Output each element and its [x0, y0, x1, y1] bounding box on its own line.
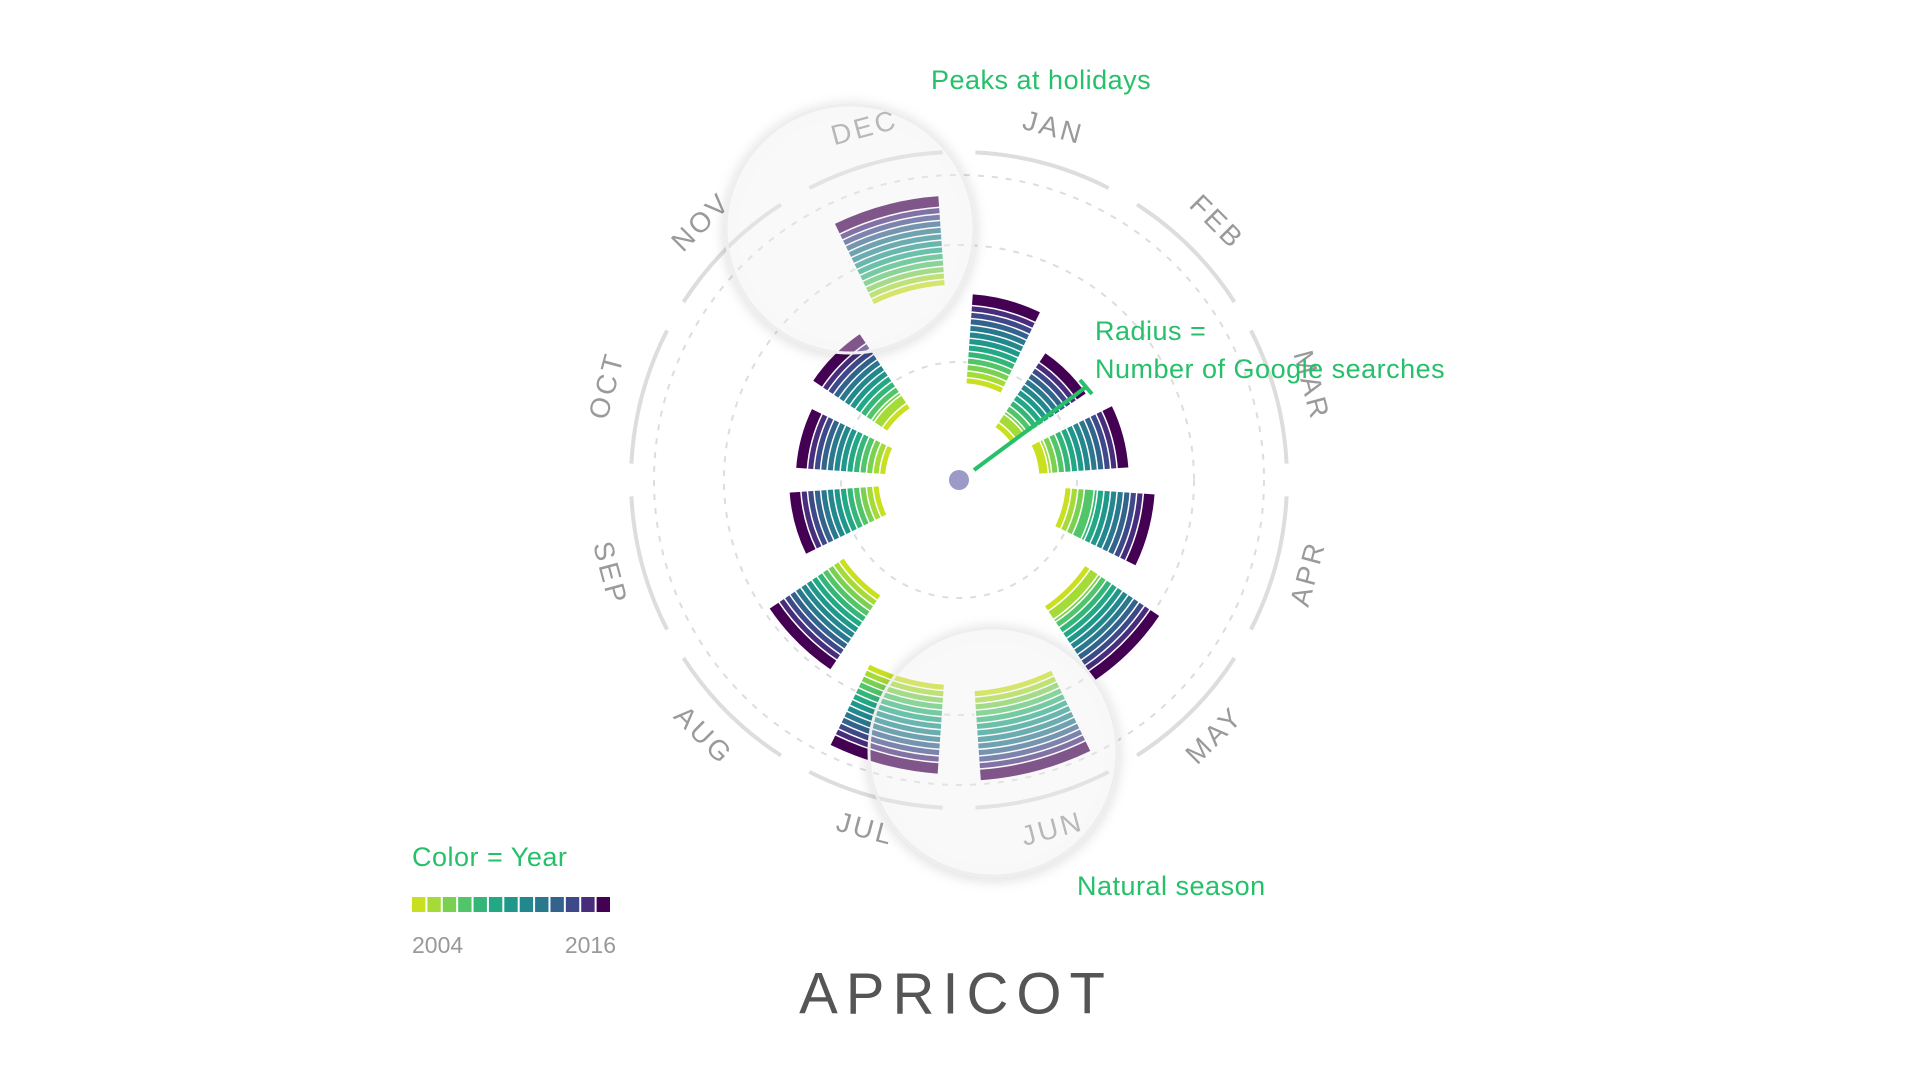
month-ring [1135, 202, 1237, 304]
month-ring [1249, 496, 1289, 631]
legend-swatch [473, 897, 487, 912]
month-ring [629, 496, 669, 631]
guide-circle [840, 361, 1078, 599]
legend-label: 2004 [412, 932, 463, 958]
month-label: OCT [583, 349, 631, 423]
month-ring [1249, 329, 1289, 464]
cell [794, 407, 824, 471]
annotation: Number of Google searches [1095, 354, 1445, 384]
magnifier [867, 626, 1119, 878]
cell [1124, 492, 1157, 568]
legend-swatch [565, 897, 580, 912]
legend-title: Color = Year [412, 842, 567, 872]
legend-swatch [519, 897, 534, 912]
month-label: APR [1284, 537, 1331, 609]
month-ring [975, 150, 1110, 190]
annotation: Natural season [1077, 871, 1266, 901]
center-dot [949, 470, 969, 490]
legend-swatch [427, 897, 441, 912]
legend-swatch [412, 897, 426, 912]
radius-indicator [972, 385, 1088, 472]
cell [1037, 351, 1088, 402]
legend-swatch [458, 897, 472, 912]
month-ring [681, 656, 783, 758]
cell [1100, 404, 1130, 470]
legend-swatch [596, 897, 610, 912]
cell [767, 600, 839, 672]
radius-indicator-cap [1078, 378, 1094, 396]
cell [788, 490, 818, 556]
month-ring [1135, 656, 1237, 758]
legend-strip [412, 897, 610, 912]
annotation: Peaks at holidays [931, 65, 1151, 95]
month-label: FEB [1184, 188, 1251, 255]
cell [970, 292, 1042, 324]
legend-label: 2016 [565, 932, 616, 958]
legend-swatch [581, 897, 595, 912]
month-label: AUG [668, 700, 739, 771]
legend-swatch [535, 897, 549, 912]
legend-swatch [442, 897, 457, 912]
magnifier [724, 103, 976, 355]
legend-swatch [488, 897, 503, 912]
month-label: SEP [587, 538, 634, 609]
annotation: Radius = [1095, 316, 1206, 346]
legend-swatch [550, 897, 564, 912]
chart-title: APRICOT [799, 961, 1113, 1026]
month-label: JAN [1020, 104, 1088, 150]
month-ring [629, 329, 669, 464]
legend-swatch [504, 897, 518, 912]
